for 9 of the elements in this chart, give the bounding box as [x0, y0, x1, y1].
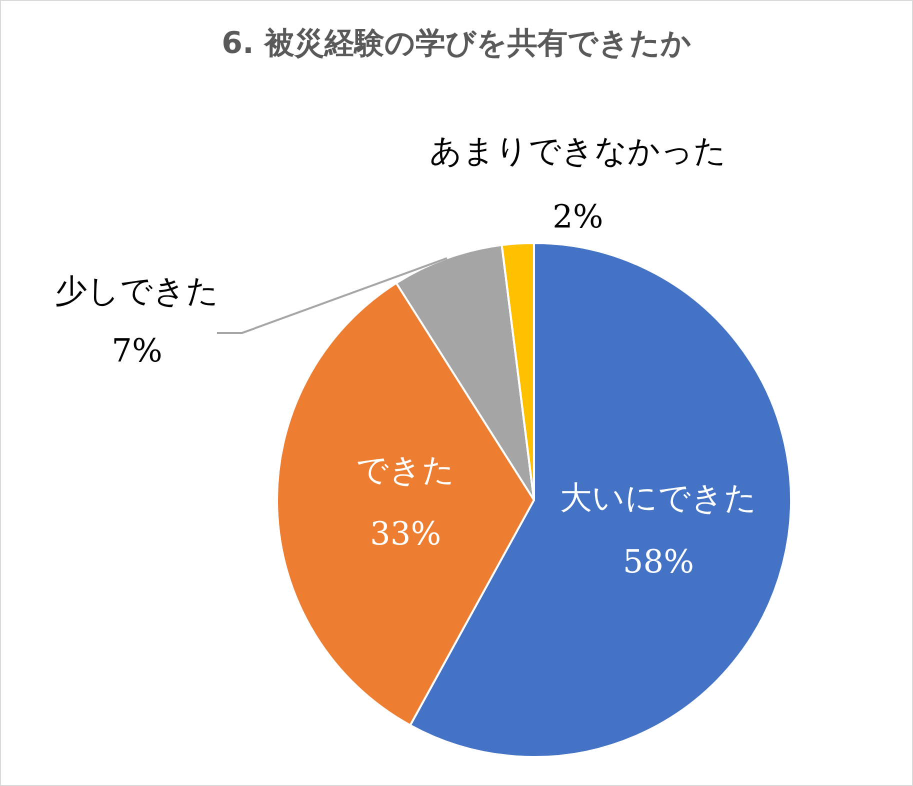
slice-label: 大いにできた [560, 478, 757, 516]
slice-label: できた [356, 450, 456, 488]
data-label: 33% [370, 514, 442, 552]
slice-label: 少しできた [55, 271, 219, 310]
chart-title: 6. 被災経験の学びを共有できたか [222, 26, 692, 61]
data-label: 2% [552, 197, 604, 236]
data-label: 58% [622, 542, 694, 580]
data-label: 7% [112, 331, 162, 370]
slice-label: あまりできなかった [429, 131, 726, 170]
